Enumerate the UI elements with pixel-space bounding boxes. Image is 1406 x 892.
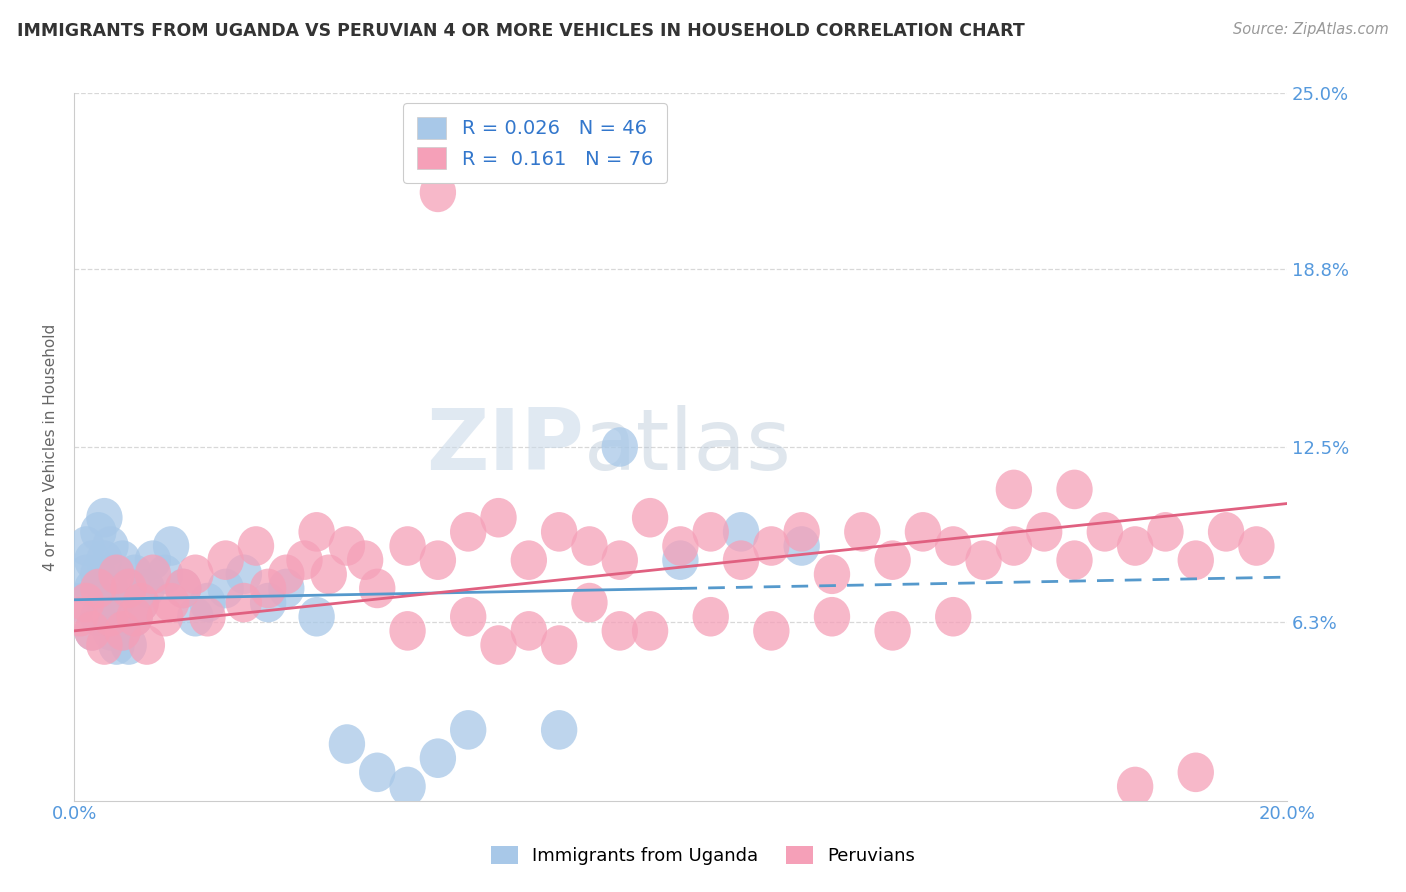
Text: atlas: atlas: [583, 406, 792, 489]
Text: ZIP: ZIP: [426, 406, 583, 489]
Legend: R = 0.026   N = 46, R =  0.161   N = 76: R = 0.026 N = 46, R = 0.161 N = 76: [404, 103, 666, 183]
Text: IMMIGRANTS FROM UGANDA VS PERUVIAN 4 OR MORE VEHICLES IN HOUSEHOLD CORRELATION C: IMMIGRANTS FROM UGANDA VS PERUVIAN 4 OR …: [17, 22, 1025, 40]
Text: Source: ZipAtlas.com: Source: ZipAtlas.com: [1233, 22, 1389, 37]
Y-axis label: 4 or more Vehicles in Household: 4 or more Vehicles in Household: [44, 324, 58, 571]
Legend: Immigrants from Uganda, Peruvians: Immigrants from Uganda, Peruvians: [484, 838, 922, 872]
